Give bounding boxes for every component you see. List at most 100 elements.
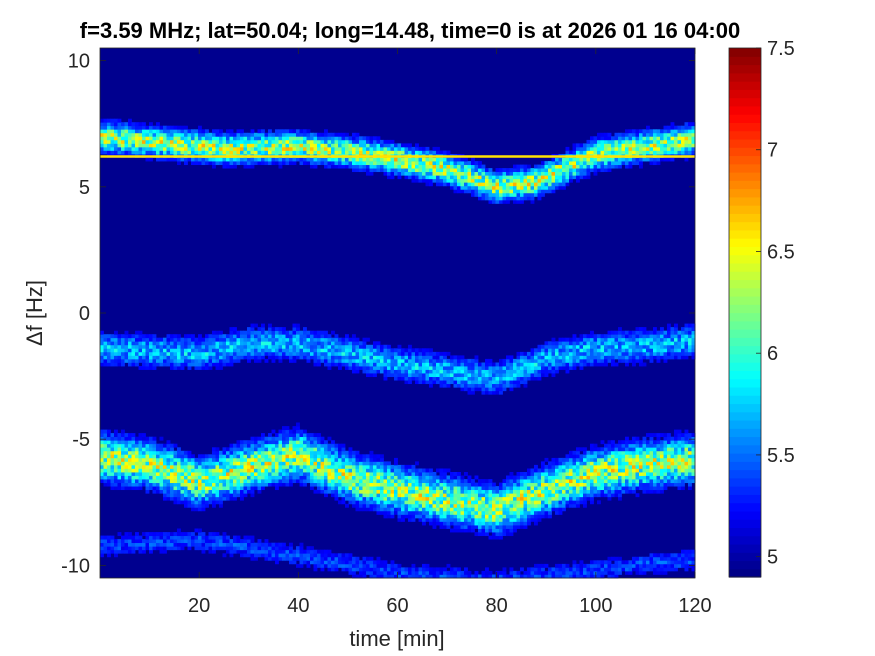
- heatmap-cell: [173, 546, 178, 551]
- heatmap-cell: [208, 157, 213, 162]
- heatmap-cell: [457, 510, 461, 515]
- heatmap-cell: [460, 178, 465, 183]
- heatmap-cell: [418, 567, 423, 572]
- heatmap-cell: [345, 157, 349, 162]
- heatmap-cell: [327, 157, 332, 162]
- heatmap-cell: [107, 136, 111, 141]
- heatmap-cell: [499, 178, 503, 183]
- heatmap-cell: [506, 383, 510, 388]
- heatmap-cell: [404, 175, 409, 180]
- heatmap-cell: [523, 192, 528, 197]
- heatmap-cell: [404, 366, 409, 370]
- heatmap-cell: [464, 482, 468, 487]
- heatmap-cell: [369, 503, 374, 508]
- heatmap-cell: [215, 479, 220, 484]
- heatmap-cell: [338, 472, 342, 476]
- heatmap-cell: [236, 341, 241, 346]
- heatmap-cell: [485, 503, 489, 508]
- heatmap-cell: [331, 468, 335, 473]
- heatmap-cell: [443, 500, 447, 505]
- heatmap-cell: [334, 139, 339, 144]
- heatmap-cell: [194, 493, 199, 498]
- heatmap-cell: [450, 171, 454, 176]
- heatmap-cell: [271, 136, 276, 141]
- heatmap-cell: [226, 542, 230, 547]
- heatmap-cell: [222, 164, 227, 169]
- heatmap-cell: [485, 358, 489, 363]
- heatmap-cell: [390, 175, 395, 180]
- heatmap-cell: [432, 164, 437, 169]
- heatmap-cell: [208, 475, 213, 480]
- heatmap-cell: [362, 337, 367, 342]
- heatmap-cell: [492, 493, 496, 498]
- heatmap-cell: [327, 486, 332, 491]
- heatmap-cell: [450, 517, 454, 522]
- heatmap-cell: [457, 507, 461, 512]
- heatmap-cell: [194, 482, 199, 487]
- heatmap-cell: [352, 574, 356, 579]
- heatmap-cell: [212, 457, 216, 462]
- heatmap-cell: [124, 132, 129, 137]
- heatmap-cell: [418, 489, 423, 494]
- heatmap-cell: [103, 443, 108, 448]
- heatmap-cell: [285, 436, 290, 441]
- heatmap-cell: [408, 355, 412, 360]
- heatmap-cell: [121, 539, 125, 544]
- heatmap-cell: [513, 514, 517, 519]
- heatmap-cell: [306, 472, 311, 476]
- heatmap-cell: [495, 369, 500, 374]
- heatmap-cell: [166, 464, 171, 469]
- heatmap-cell: [114, 475, 118, 480]
- heatmap-cell: [299, 447, 304, 452]
- heatmap-cell: [485, 168, 489, 173]
- heatmap-cell: [201, 475, 206, 480]
- heatmap-cell: [212, 358, 216, 363]
- heatmap-cell: [380, 507, 384, 512]
- heatmap-cell: [474, 189, 479, 194]
- heatmap-cell: [387, 366, 391, 370]
- heatmap-cell: [180, 143, 185, 148]
- heatmap-cell: [348, 493, 353, 498]
- heatmap-cell: [142, 472, 146, 476]
- heatmap-cell: [303, 334, 307, 339]
- heatmap-cell: [184, 136, 188, 141]
- heatmap-cell: [152, 366, 157, 370]
- heatmap-cell: [212, 129, 216, 134]
- heatmap-cell: [201, 344, 206, 349]
- heatmap-cell: [460, 355, 465, 360]
- heatmap-cell: [446, 496, 451, 501]
- heatmap-cell: [149, 341, 153, 346]
- heatmap-cell: [285, 556, 290, 561]
- heatmap-cell: [103, 334, 108, 339]
- heatmap-cell: [460, 574, 465, 579]
- heatmap-cell: [331, 464, 335, 469]
- heatmap-cell: [194, 341, 199, 346]
- heatmap-cell: [282, 136, 286, 141]
- heatmap-cell: [131, 464, 136, 469]
- heatmap-cell: [327, 479, 332, 484]
- heatmap-cell: [397, 489, 402, 494]
- heatmap-cell: [114, 351, 118, 356]
- heatmap-cell: [401, 366, 405, 370]
- heatmap-cell: [425, 517, 430, 522]
- heatmap-cell: [334, 482, 339, 487]
- heatmap-cell: [317, 450, 321, 455]
- heatmap-cell: [240, 129, 244, 134]
- heatmap-cell: [366, 468, 370, 473]
- heatmap-cell: [373, 500, 377, 505]
- heatmap-cell: [355, 496, 360, 501]
- heatmap-cell: [327, 146, 332, 151]
- heatmap-cell: [124, 334, 129, 339]
- heatmap-cell: [446, 510, 451, 515]
- heatmap-cell: [397, 373, 402, 378]
- heatmap-cell: [152, 532, 157, 537]
- heatmap-cell: [397, 486, 402, 491]
- heatmap-cell: [282, 429, 286, 434]
- heatmap-cell: [163, 486, 167, 491]
- heatmap-cell: [135, 472, 139, 476]
- heatmap-cell: [229, 454, 234, 459]
- heatmap-cell: [352, 563, 356, 568]
- heatmap-cell: [457, 528, 461, 533]
- heatmap-cell: [306, 358, 311, 363]
- heatmap-cell: [390, 510, 395, 515]
